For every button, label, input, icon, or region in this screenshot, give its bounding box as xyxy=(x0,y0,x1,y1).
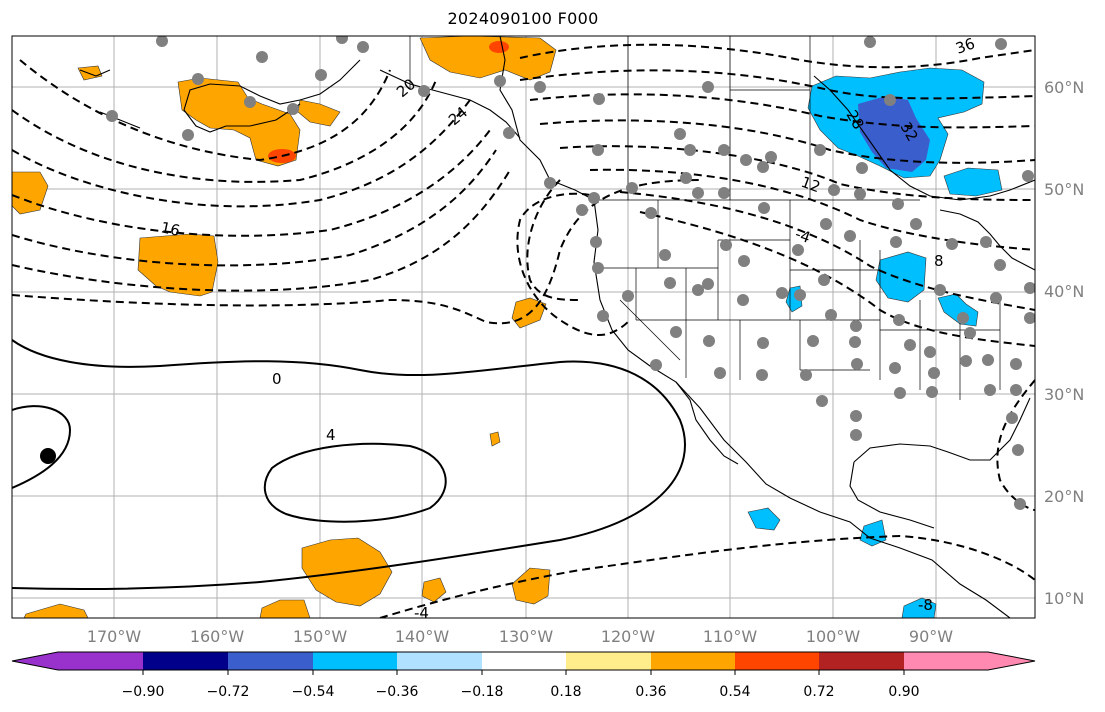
contour-label-neg4: -4 xyxy=(414,604,429,622)
lon-label-170w: 170°W xyxy=(87,627,142,646)
contour-label-12: 12 xyxy=(799,173,823,196)
colorbar-segment-1 xyxy=(58,652,143,670)
contour-label-16: 16 xyxy=(159,218,181,240)
positive-contours xyxy=(12,339,686,591)
station-markers xyxy=(106,36,1035,510)
map-title: 2024090100 F000 xyxy=(447,9,599,28)
colorbar-segment-min-extend xyxy=(12,652,58,670)
colorbar-segment-2 xyxy=(143,652,228,670)
map-area: 0 4 -4 16 8 -8 -4 12 20 24 28 32 36 xyxy=(12,34,1035,622)
colorbar-outline xyxy=(11,651,1036,671)
lat-label-40: 40°N xyxy=(1044,282,1084,301)
colorbar-segment-11 xyxy=(904,652,988,670)
colorbar-tick-label: 0.54 xyxy=(719,684,750,700)
colorbar-tick-label: 0.72 xyxy=(803,684,834,700)
colorbar-segment-9 xyxy=(735,652,819,670)
colorbar: −0.90 −0.72 −0.54 −0.36 −0.18 0.18 0.36 … xyxy=(11,651,1036,700)
map-frame xyxy=(11,35,1036,619)
contour-label-0: 0 xyxy=(272,370,282,388)
lat-label-10: 10°N xyxy=(1044,589,1084,608)
contour-label-4: 4 xyxy=(326,426,336,444)
colorbar-tick-label: −0.72 xyxy=(207,684,250,700)
lon-label-90w: 90°W xyxy=(909,627,953,646)
colorbar-ticks xyxy=(142,670,905,675)
positive-anomaly-areas xyxy=(12,36,557,618)
longitude-labels: 170°W 160°W 150°W 140°W 130°W 120°W 110°… xyxy=(87,627,953,646)
colorbar-segment-7 xyxy=(566,652,651,670)
colorbar-segment-4 xyxy=(313,652,397,670)
colorbar-segment-5 xyxy=(397,652,482,670)
lat-label-50: 50°N xyxy=(1044,180,1084,199)
state-borders xyxy=(409,36,1001,400)
colorbar-tick-label: 0.36 xyxy=(635,684,666,700)
lon-label-130w: 130°W xyxy=(499,627,554,646)
colorbar-segment-8 xyxy=(651,652,735,670)
colorbar-segment-3 xyxy=(228,652,313,670)
lon-label-150w: 150°W xyxy=(293,627,348,646)
latitude-labels: 60°N 50°N 40°N 30°N 20°N 10°N xyxy=(1044,78,1084,608)
lat-label-30: 30°N xyxy=(1044,385,1084,404)
colorbar-tick-label: 0.18 xyxy=(550,684,581,700)
lon-label-110w: 110°W xyxy=(703,627,758,646)
colorbar-segment-10 xyxy=(819,652,904,670)
contour-label-neg4-b: -4 xyxy=(793,225,813,247)
colorbar-tick-label: −0.90 xyxy=(122,684,165,700)
contour-label-36: 36 xyxy=(953,34,977,57)
highlighted-station-marker xyxy=(40,448,56,464)
colorbar-segment-6 xyxy=(482,652,566,670)
lon-label-160w: 160°W xyxy=(190,627,245,646)
colorbar-tick-labels: −0.90 −0.72 −0.54 −0.36 −0.18 0.18 0.36 … xyxy=(122,684,920,700)
lon-label-140w: 140°W xyxy=(395,627,450,646)
colorbar-tick-label: −0.36 xyxy=(376,684,419,700)
lat-label-20: 20°N xyxy=(1044,487,1084,506)
strong-negative-anomaly-areas xyxy=(858,96,930,172)
colorbar-tick-label: −0.54 xyxy=(292,684,335,700)
contour-label-neg8: -8 xyxy=(918,596,933,614)
lat-label-60: 60°N xyxy=(1044,78,1084,97)
lon-label-120w: 120°W xyxy=(601,627,656,646)
contour-label-8: 8 xyxy=(934,252,944,270)
colorbar-segment-max-extend xyxy=(988,652,1035,670)
colorbar-tick-label: −0.18 xyxy=(461,684,504,700)
colorbar-tick-label: 0.90 xyxy=(888,684,919,700)
lon-label-100w: 100°W xyxy=(806,627,861,646)
